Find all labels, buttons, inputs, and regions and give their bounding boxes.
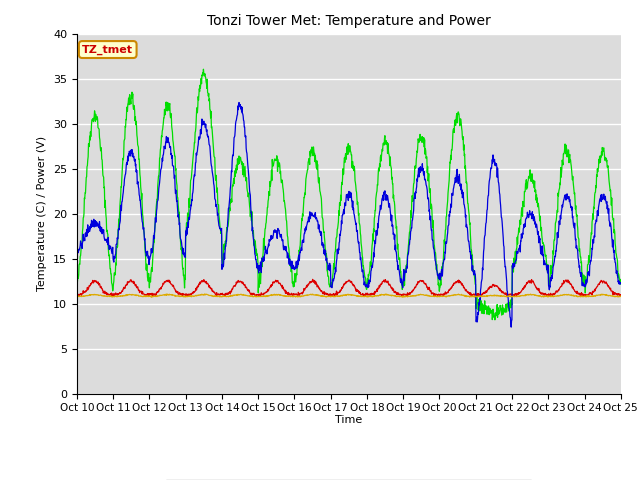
Battery V [309,276,317,282]
Air T [180,253,188,259]
Air T [235,100,243,106]
Air T [617,281,625,287]
Solar V [180,294,188,300]
Line: Battery V: Battery V [77,279,621,296]
Battery V [144,293,152,300]
Battery V [434,293,442,299]
Panel T [255,285,263,290]
Air T [255,263,263,268]
Solar V [505,293,513,299]
Solar V [553,293,561,299]
Battery V [255,291,263,297]
Solar V [255,294,263,300]
Panel T [180,285,188,291]
Air T [194,144,202,150]
Panel T [200,66,207,72]
Battery V [195,283,202,288]
Solar V [73,293,81,299]
Battery V [617,293,625,299]
Battery V [505,291,513,297]
Solar V [201,291,209,297]
Air T [508,324,515,330]
Y-axis label: Temperature (C) / Power (V): Temperature (C) / Power (V) [37,136,47,291]
Panel T [617,281,625,287]
Panel T [491,317,499,323]
Solar V [194,292,202,298]
Air T [553,241,561,247]
Solar V [399,294,406,300]
Line: Solar V: Solar V [77,294,621,297]
Panel T [505,308,513,314]
Title: Tonzi Tower Met: Temperature and Power: Tonzi Tower Met: Temperature and Power [207,14,491,28]
Battery V [181,292,189,298]
Air T [505,301,513,307]
Battery V [553,288,561,294]
Panel T [73,281,81,287]
Line: Air T: Air T [77,103,621,327]
Text: TZ_tmet: TZ_tmet [82,44,133,55]
Battery V [73,291,81,297]
Air T [434,272,442,278]
Panel T [434,270,442,276]
X-axis label: Time: Time [335,415,362,425]
Line: Panel T: Panel T [77,69,621,320]
Solar V [434,294,442,300]
Panel T [194,104,202,110]
Air T [73,246,81,252]
Panel T [553,209,561,215]
Solar V [617,293,625,299]
